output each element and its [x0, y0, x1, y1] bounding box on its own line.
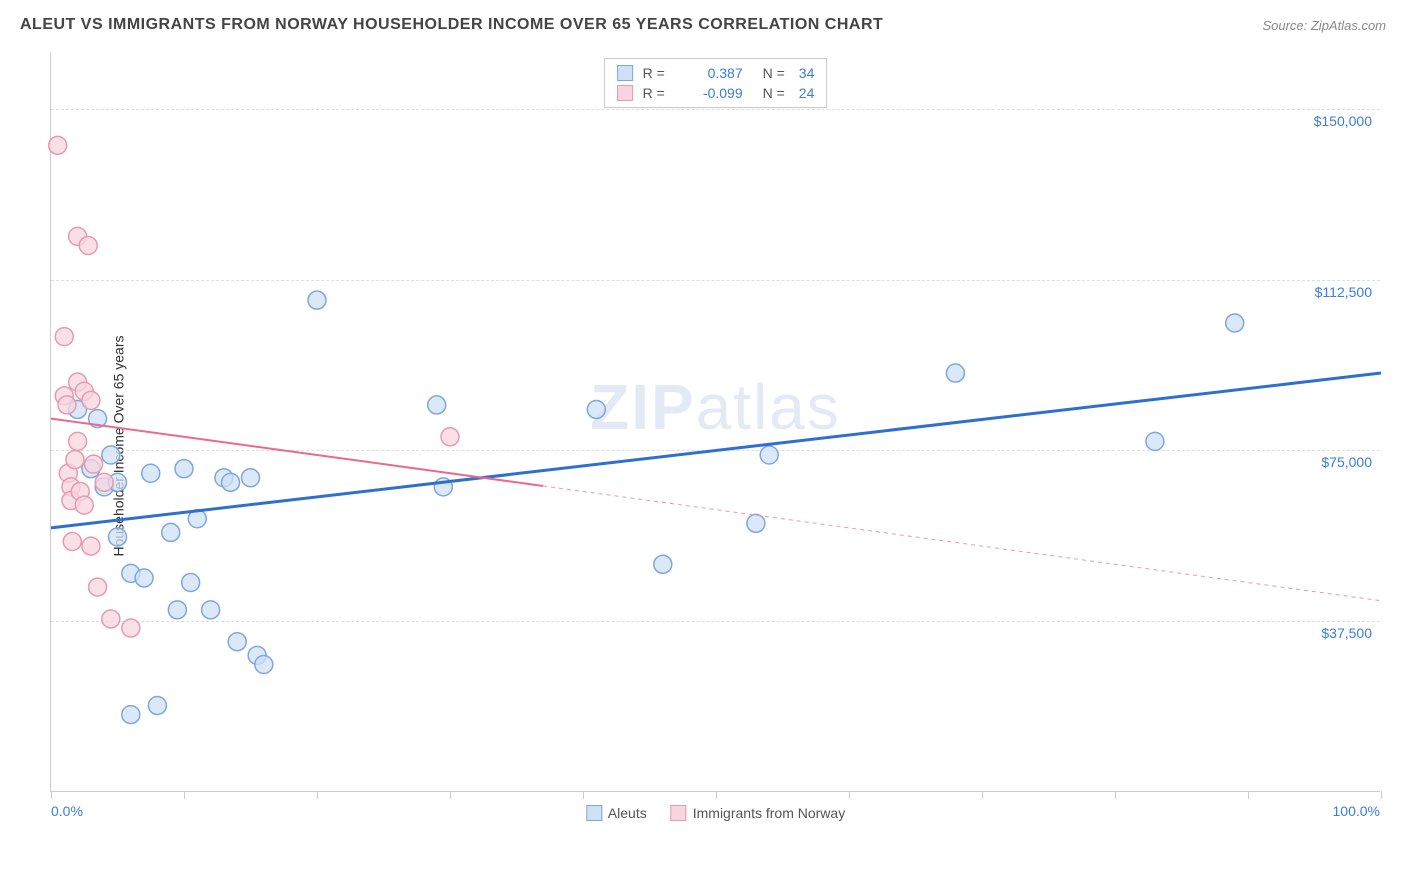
data-point: [79, 237, 97, 255]
regression-line-solid: [51, 419, 543, 486]
data-point: [308, 291, 326, 309]
legend-swatch: [617, 65, 633, 81]
data-point: [428, 396, 446, 414]
x-tick: [583, 791, 584, 799]
data-point: [654, 555, 672, 573]
data-point: [75, 496, 93, 514]
series-legend-item: Immigrants from Norway: [671, 805, 845, 821]
data-point: [85, 455, 103, 473]
regression-line: [51, 373, 1381, 528]
n-value: 34: [799, 65, 815, 81]
data-point: [63, 533, 81, 551]
data-point: [182, 574, 200, 592]
regression-line-dashed: [543, 486, 1381, 601]
r-value: -0.099: [683, 85, 743, 101]
chart-header: ALEUT VS IMMIGRANTS FROM NORWAY HOUSEHOL…: [20, 16, 1386, 34]
data-point: [175, 460, 193, 478]
legend-swatch: [671, 805, 687, 821]
data-point: [228, 633, 246, 651]
data-point: [587, 400, 605, 418]
x-tick: [716, 791, 717, 799]
x-tick: [1248, 791, 1249, 799]
r-label: R =: [643, 65, 673, 81]
data-point: [142, 464, 160, 482]
data-point: [66, 451, 84, 469]
series-legend: Aleuts Immigrants from Norway: [586, 805, 845, 821]
series-legend-item: Aleuts: [586, 805, 647, 821]
x-tick: [1115, 791, 1116, 799]
data-point: [102, 610, 120, 628]
data-point: [82, 391, 100, 409]
x-axis-max-label: 100.0%: [1333, 803, 1380, 819]
legend-swatch: [617, 85, 633, 101]
x-tick: [317, 791, 318, 799]
legend-swatch: [586, 805, 602, 821]
data-point: [122, 619, 140, 637]
data-point: [946, 364, 964, 382]
data-point: [1146, 432, 1164, 450]
correlation-legend-row: R = 0.387 N = 34: [617, 63, 815, 83]
data-point: [1226, 314, 1244, 332]
scatter-plot-svg: [51, 52, 1380, 791]
x-tick: [51, 791, 52, 799]
data-point: [122, 706, 140, 724]
chart-title: ALEUT VS IMMIGRANTS FROM NORWAY HOUSEHOL…: [20, 16, 883, 34]
data-point: [747, 514, 765, 532]
data-point: [760, 446, 778, 464]
r-label: R =: [643, 85, 673, 101]
data-point: [49, 136, 67, 154]
data-point: [135, 569, 153, 587]
data-point: [242, 469, 260, 487]
x-tick: [982, 791, 983, 799]
data-point: [255, 655, 273, 673]
x-tick: [849, 791, 850, 799]
chart-plot-area: ZIPatlas $37,500$75,000$112,500$150,000 …: [50, 52, 1380, 792]
n-label: N =: [763, 65, 785, 81]
data-point: [55, 328, 73, 346]
data-point: [89, 578, 107, 596]
r-value: 0.387: [683, 65, 743, 81]
data-point: [95, 473, 113, 491]
data-point: [58, 396, 76, 414]
data-point: [102, 446, 120, 464]
data-point: [222, 473, 240, 491]
data-point: [441, 428, 459, 446]
data-point: [69, 432, 87, 450]
legend-label: Immigrants from Norway: [693, 805, 845, 821]
correlation-legend: R = 0.387 N = 34 R = -0.099 N = 24: [604, 58, 828, 108]
n-value: 24: [799, 85, 815, 101]
data-point: [168, 601, 186, 619]
data-point: [109, 528, 127, 546]
x-axis-min-label: 0.0%: [51, 803, 83, 819]
x-tick: [184, 791, 185, 799]
correlation-legend-row: R = -0.099 N = 24: [617, 83, 815, 103]
legend-label: Aleuts: [608, 805, 647, 821]
data-point: [162, 523, 180, 541]
chart-source: Source: ZipAtlas.com: [1262, 18, 1386, 33]
data-point: [202, 601, 220, 619]
x-tick: [450, 791, 451, 799]
data-point: [148, 696, 166, 714]
x-tick: [1381, 791, 1382, 799]
data-point: [82, 537, 100, 555]
n-label: N =: [763, 85, 785, 101]
